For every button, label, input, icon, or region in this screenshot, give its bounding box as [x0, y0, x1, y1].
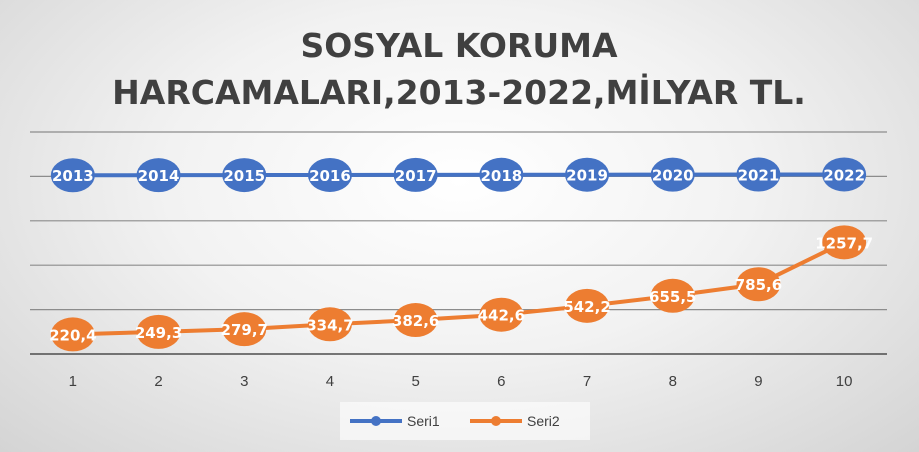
data-point-Seri1-6: [479, 157, 524, 192]
data-label-Seri1-10: 2022: [823, 166, 865, 184]
data-label-Seri2-3: 279,7: [221, 321, 268, 339]
data-label-Seri1-8: 2020: [652, 167, 694, 185]
data-label-Seri1-3: 2015: [223, 167, 265, 185]
x-tick-label-7: 7: [583, 373, 591, 390]
legend-marker-Seri1: [371, 416, 381, 426]
data-point-Seri2-2: [136, 314, 181, 349]
chart-title-line-2: HARCAMALARI,2013-2022,MİLYAR TL.: [112, 72, 806, 112]
legend-marker-Seri2: [491, 416, 501, 426]
data-label-Seri2-8: 655,5: [649, 288, 696, 306]
series-Seri1: 2013 2014 2015 2016 2017 2018 2019 2020 2021 2022: [50, 157, 867, 193]
data-label-Seri1-5: 2017: [395, 167, 437, 185]
legend-label-Seri2: Seri2: [527, 413, 560, 429]
data-point-Seri2-9: [736, 267, 781, 302]
data-label-Seri2-10: 1257,7: [815, 234, 873, 252]
data-label-Seri2-1: 220,4: [49, 326, 96, 344]
data-point-Seri1-8: [650, 157, 695, 192]
data-label-Seri2-4: 334,7: [306, 316, 353, 334]
series-line-Seri1: [72, 172, 845, 178]
data-label-Seri1-1: 2013: [52, 167, 94, 185]
data-point-Seri2-3: [222, 312, 267, 347]
series-line-Seri2: [72, 240, 846, 337]
data-label-Seri2-2: 249,3: [135, 324, 182, 342]
data-point-Seri2-7: [565, 288, 610, 323]
x-tick-label-5: 5: [411, 373, 419, 390]
data-label-Seri1-6: 2018: [480, 167, 522, 185]
legend-label-Seri1: Seri1: [407, 413, 440, 429]
data-point-Seri1-9: [736, 157, 781, 192]
data-label-Seri1-9: 2021: [738, 167, 780, 185]
x-tick-label-4: 4: [326, 373, 334, 390]
data-point-Seri1-3: [222, 158, 267, 193]
data-label-Seri2-9: 785,6: [735, 276, 782, 294]
data-label-Seri1-7: 2019: [566, 167, 608, 185]
x-axis: 1 2 3 4 5 6 7 8 9 10: [69, 373, 853, 390]
data-label-Seri1-4: 2016: [309, 167, 351, 185]
data-point-Seri1-2: [136, 158, 181, 193]
data-point-Seri2-1: [50, 317, 95, 352]
data-point-Seri1-1: [50, 158, 95, 193]
series-Seri2: 220,4 249,3 279,7 334,7 382,6 442,6 542,2 655,5…: [49, 225, 873, 352]
data-label-Seri1-2: 2014: [138, 167, 180, 185]
x-tick-label-1: 1: [69, 373, 77, 390]
data-point-Seri2-5: [393, 303, 438, 338]
data-label-Seri2-6: 442,6: [478, 307, 525, 325]
data-point-Seri2-4: [307, 307, 352, 342]
x-tick-label-8: 8: [669, 373, 677, 390]
data-point-Seri1-10: [822, 157, 867, 192]
data-point-Seri1-4: [307, 157, 352, 192]
legend: Seri1 Seri2: [340, 402, 590, 440]
data-label-Seri2-5: 382,6: [392, 312, 439, 330]
x-tick-label-6: 6: [497, 373, 505, 390]
x-tick-label-2: 2: [154, 373, 162, 390]
data-point-Seri2-10: [822, 225, 867, 260]
series-lines: 2013 2014 2015 2016 2017 2018 2019 2020 2021 2022…: [49, 157, 873, 352]
data-label-Seri2-7: 542,2: [563, 298, 610, 316]
x-tick-label-10: 10: [836, 373, 853, 390]
data-point-Seri1-7: [565, 157, 610, 192]
x-tick-label-9: 9: [754, 373, 762, 390]
data-point-Seri1-5: [393, 157, 438, 192]
x-tick-label-3: 3: [240, 373, 248, 390]
chart-title: SOSYAL KORUMA HARCAMALARI,2013-2022,MİLY…: [112, 26, 806, 112]
chart-title-line-1: SOSYAL KORUMA: [300, 26, 618, 65]
data-point-Seri2-8: [650, 278, 695, 313]
data-point-Seri2-6: [479, 297, 524, 332]
